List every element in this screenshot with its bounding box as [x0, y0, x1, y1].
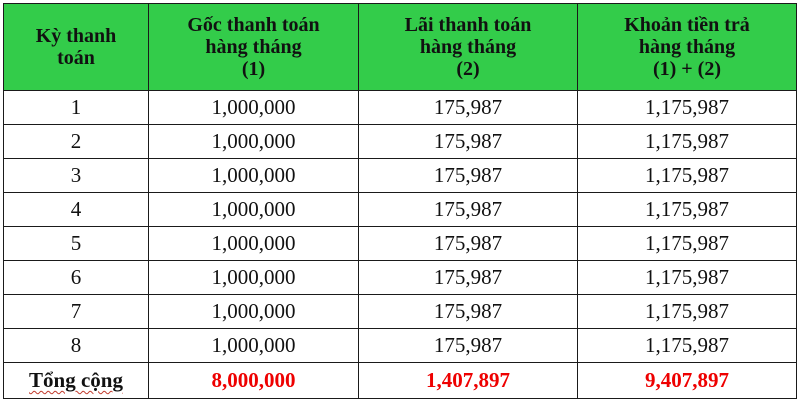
table-row: 1 1,000,000 175,987 1,175,987: [3, 90, 797, 125]
interest-cell: 175,987: [358, 226, 578, 261]
payment-cell: 1,175,987: [577, 260, 797, 295]
payment-cell: 1,175,987: [577, 158, 797, 193]
period-cell: 3: [3, 158, 149, 193]
principal-cell: 1,000,000: [148, 328, 359, 363]
period-cell: 4: [3, 192, 149, 227]
table-row: 3 1,000,000 175,987 1,175,987: [3, 158, 797, 193]
principal-cell: 1,000,000: [148, 192, 359, 227]
principal-cell: 1,000,000: [148, 294, 359, 329]
payment-cell: 1,175,987: [577, 294, 797, 329]
principal-cell: 1,000,000: [148, 124, 359, 159]
header-row: Kỳ thanh toán Gốc thanh toán hàng tháng …: [3, 3, 797, 91]
total-row: Tổng cộng 8,000,000 1,407,897 9,407,897: [3, 362, 797, 399]
payment-schedule-table: Kỳ thanh toán Gốc thanh toán hàng tháng …: [3, 3, 797, 399]
total-payment: 9,407,897: [577, 362, 797, 399]
interest-cell: 175,987: [358, 158, 578, 193]
table-row: 5 1,000,000 175,987 1,175,987: [3, 226, 797, 261]
period-cell: 7: [3, 294, 149, 329]
header-payment: Khoản tiền trả hàng tháng (1) + (2): [577, 3, 797, 91]
table-row: 7 1,000,000 175,987 1,175,987: [3, 294, 797, 329]
interest-cell: 175,987: [358, 124, 578, 159]
payment-cell: 1,175,987: [577, 124, 797, 159]
principal-cell: 1,000,000: [148, 260, 359, 295]
total-label-cell: Tổng cộng: [3, 362, 149, 399]
table-row: 2 1,000,000 175,987 1,175,987: [3, 124, 797, 159]
interest-cell: 175,987: [358, 294, 578, 329]
period-cell: 5: [3, 226, 149, 261]
principal-cell: 1,000,000: [148, 226, 359, 261]
period-cell: 2: [3, 124, 149, 159]
period-cell: 6: [3, 260, 149, 295]
table-row: 4 1,000,000 175,987 1,175,987: [3, 192, 797, 227]
total-principal: 8,000,000: [148, 362, 359, 399]
total-interest: 1,407,897: [358, 362, 578, 399]
payment-cell: 1,175,987: [577, 192, 797, 227]
interest-cell: 175,987: [358, 328, 578, 363]
period-cell: 1: [3, 90, 149, 125]
principal-cell: 1,000,000: [148, 90, 359, 125]
payment-cell: 1,175,987: [577, 226, 797, 261]
period-cell: 8: [3, 328, 149, 363]
payment-cell: 1,175,987: [577, 328, 797, 363]
payment-cell: 1,175,987: [577, 90, 797, 125]
interest-cell: 175,987: [358, 192, 578, 227]
header-interest: Lãi thanh toán hàng tháng (2): [358, 3, 578, 91]
total-label: Tổng cộng: [29, 368, 123, 392]
header-principal: Gốc thanh toán hàng tháng (1): [148, 3, 359, 91]
interest-cell: 175,987: [358, 90, 578, 125]
header-period: Kỳ thanh toán: [3, 3, 149, 91]
table-row: 6 1,000,000 175,987 1,175,987: [3, 260, 797, 295]
interest-cell: 175,987: [358, 260, 578, 295]
principal-cell: 1,000,000: [148, 158, 359, 193]
table-row: 8 1,000,000 175,987 1,175,987: [3, 328, 797, 363]
